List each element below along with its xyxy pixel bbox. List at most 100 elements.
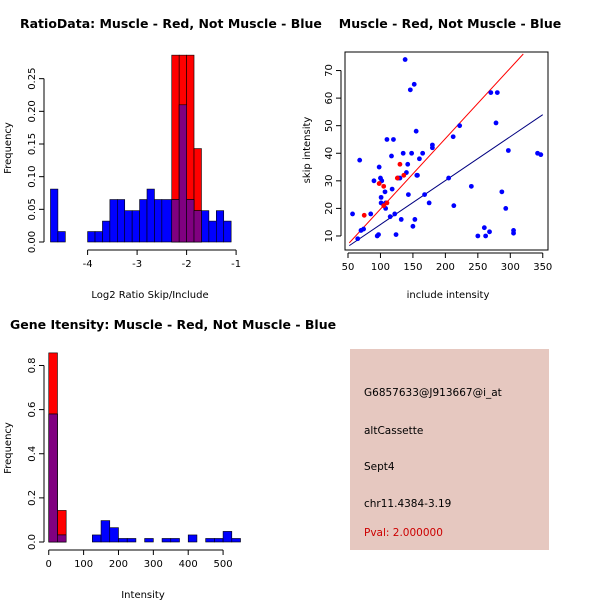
ratio-not-muscle-bar [109, 199, 118, 243]
not-muscle-point [420, 150, 426, 156]
ratio-overlap-bar [171, 199, 180, 243]
not-muscle-point [393, 232, 399, 237]
not-muscle-point [405, 192, 411, 198]
not-muscle-point [391, 137, 396, 142]
ratio-not-muscle-bar [117, 199, 126, 243]
intensity-overlap-bar [48, 413, 58, 543]
muscle-point [401, 172, 407, 178]
not-muscle-point [417, 156, 422, 162]
intensity-bars [48, 352, 241, 543]
intensity-not-muscle-bar [118, 538, 128, 543]
not-muscle-point [382, 189, 388, 195]
not-muscle-fit-line [349, 114, 544, 247]
muscle-point [397, 161, 403, 167]
not-muscle-point [387, 214, 393, 220]
not-muscle-point [488, 90, 494, 95]
scatter-y-tick-label: 50 [324, 119, 335, 132]
pval-label: Pval: 2.000000 [364, 527, 443, 539]
scatter-x-tick-label: 50 [342, 262, 355, 273]
scatter-y-tick-label: 10 [324, 230, 335, 243]
not-muscle-point [400, 150, 406, 156]
muscle-point [381, 183, 387, 189]
not-muscle-point [429, 142, 435, 148]
intensity-not-muscle-bar [92, 534, 102, 543]
not-muscle-point [451, 203, 457, 209]
intensity-not-muscle-bar [205, 538, 215, 543]
ratio-not-muscle-bar [161, 199, 173, 243]
not-muscle-point [371, 178, 377, 184]
not-muscle-point [538, 152, 544, 158]
ratio-not-muscle-bar [50, 188, 59, 243]
intensity-ylabel: Frequency [3, 422, 14, 474]
not-muscle-point [450, 134, 456, 140]
scatter-y-tick-label: 60 [324, 92, 335, 105]
muscle-point [376, 181, 382, 186]
ratio-not-muscle-bar [216, 210, 225, 243]
intensity-y-tick-label: 0.6 [27, 402, 38, 418]
intensity-x-tick-label: 200 [109, 559, 128, 570]
intensity-y-tick-label: 0.4 [27, 446, 38, 462]
ratio-not-muscle-bar [94, 231, 103, 243]
muscle-point [394, 175, 400, 181]
scatter-x-tick-label: 150 [403, 262, 422, 273]
not-muscle-point [368, 211, 374, 217]
scatter-x-tick-label: 250 [468, 262, 487, 273]
intensity-title: Gene Itensity: Muscle - Red, Not Muscle … [10, 317, 336, 332]
intensity-xlabel: Intensity [121, 590, 165, 600]
not-muscle-point [415, 172, 420, 178]
intensity-not-muscle-bar [170, 538, 180, 543]
scatter-y-tick-label: 20 [324, 202, 335, 215]
ratio-overlap-bar [193, 210, 202, 243]
intensity-axes: 0 100 200 300 400 500 0.0 0.2 0.4 0.6 0.8 [27, 358, 233, 570]
info-panel-background [350, 349, 549, 550]
intensity-not-muscle-bar [222, 531, 233, 543]
not-muscle-point [389, 186, 395, 192]
not-muscle-point [405, 161, 411, 167]
intensity-not-muscle-bar [187, 534, 198, 543]
intensity-not-muscle-bar [214, 538, 224, 543]
ratio-not-muscle-bar [139, 199, 148, 243]
probe-id: G6857633@J913667@i_at [364, 387, 502, 399]
ratio-y-tick-label: 0.10 [27, 166, 38, 188]
ratio-y-tick-label: 0.25 [27, 68, 38, 90]
not-muscle-point [505, 148, 511, 153]
intensity-not-muscle-bar [109, 527, 119, 543]
ratio-not-muscle-bar [131, 210, 140, 243]
not-muscle-point [413, 128, 419, 134]
scatter-fit-lines [348, 53, 544, 247]
not-muscle-point [503, 206, 509, 211]
ratio-x-tick-label: -4 [83, 259, 93, 270]
intensity-not-muscle-bar [144, 538, 154, 543]
intensity-y-tick-label: 0.2 [27, 490, 38, 506]
not-muscle-point [357, 157, 363, 163]
ratio-x-tick-label: -1 [231, 259, 241, 270]
chromosome-location: chr11.4384-3.19 [364, 498, 451, 510]
scatter-y-tick-label: 40 [324, 147, 335, 160]
not-muscle-point [493, 120, 499, 126]
ratio-not-muscle-bar [223, 220, 232, 243]
not-muscle-point [422, 192, 428, 198]
not-muscle-point [475, 233, 481, 239]
ratio-not-muscle-bar [154, 199, 163, 243]
intensity-not-muscle-bar [231, 538, 241, 543]
ratio-y-tick-label: 0.15 [27, 133, 38, 155]
ratio-y-tick-label: 0.00 [27, 231, 38, 253]
intensity-x-tick-label: 500 [214, 559, 233, 570]
scatter-ylabel: skip intensity [302, 117, 313, 184]
scatter-points [350, 57, 544, 242]
not-muscle-point [410, 223, 416, 229]
intensity-not-muscle-bar [100, 520, 111, 543]
not-muscle-point [378, 194, 384, 200]
event-type: altCassette [364, 425, 423, 437]
intensity-scatter: Muscle - Red, Not Muscle - Blue 50 100 150… [302, 16, 561, 301]
ratio-title: RatioData: Muscle - Red, Not Muscle - Bl… [20, 16, 322, 31]
ratio-xlabel: Log2 Ratio Skip/Include [91, 290, 208, 301]
scatter-title: Muscle - Red, Not Muscle - Blue [339, 16, 561, 31]
ratio-x-tick-label: -3 [132, 259, 142, 270]
not-muscle-point [457, 123, 463, 129]
not-muscle-point [389, 153, 394, 159]
not-muscle-point [483, 233, 489, 239]
not-muscle-point [376, 164, 382, 170]
ratio-y-tick-label: 0.20 [27, 100, 38, 122]
intensity-x-tick-label: 100 [74, 559, 93, 570]
